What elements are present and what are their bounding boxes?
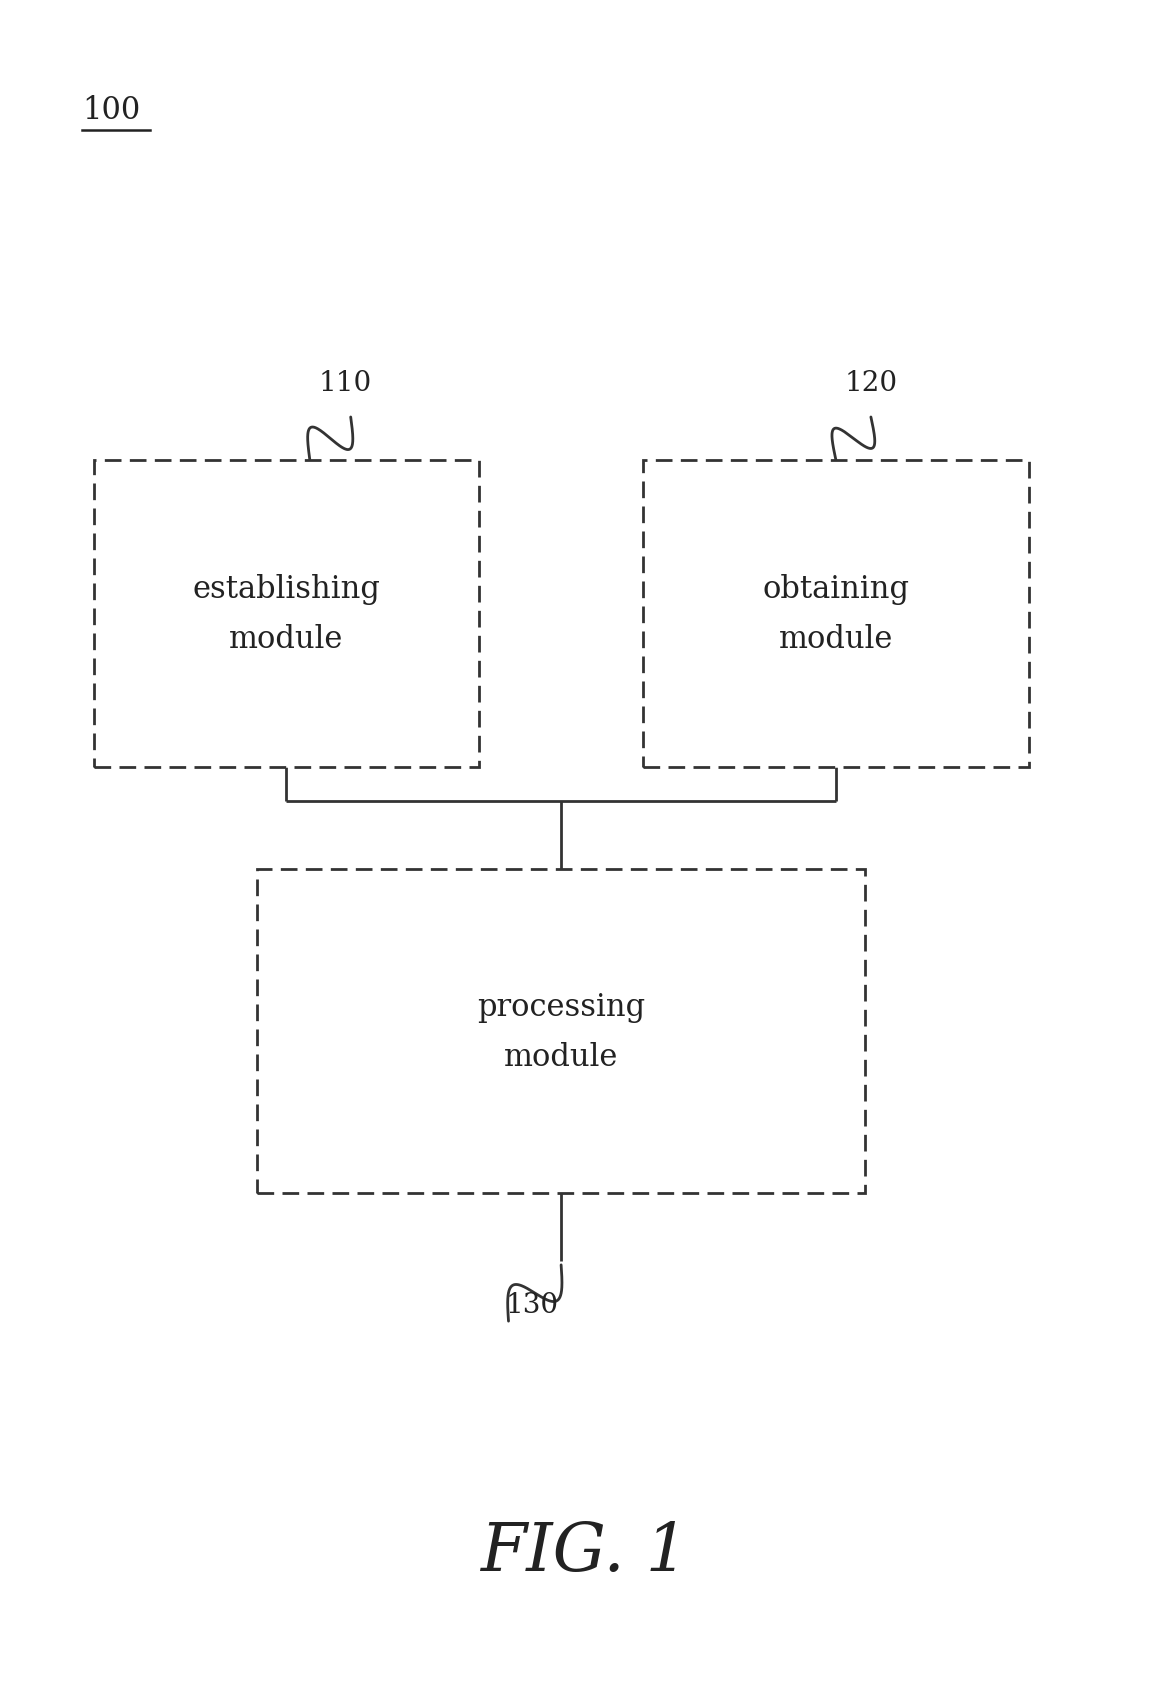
Bar	[643, 460, 1029, 767]
Bar	[94, 460, 479, 767]
Text: 120: 120	[844, 370, 898, 397]
Text: obtaining
module: obtaining module	[762, 573, 909, 655]
Text: 110: 110	[318, 370, 372, 397]
Text: establishing
module: establishing module	[193, 573, 380, 655]
Text: FIG. 1: FIG. 1	[480, 1519, 689, 1584]
Bar	[257, 870, 865, 1194]
Text: 100: 100	[82, 95, 140, 126]
Text: 130: 130	[505, 1291, 559, 1318]
Text: processing
module: processing module	[477, 991, 645, 1072]
